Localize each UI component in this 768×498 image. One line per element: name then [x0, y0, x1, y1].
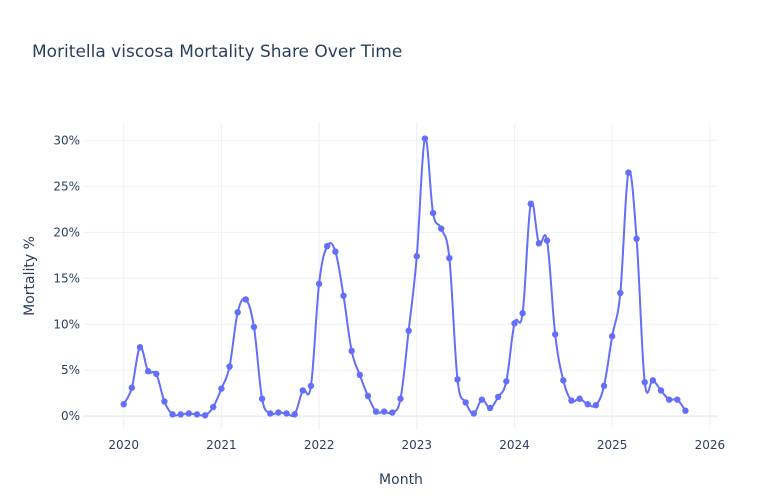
data-point[interactable] — [234, 309, 241, 316]
data-point[interactable] — [600, 382, 608, 390]
data-point[interactable] — [275, 409, 282, 416]
data-point[interactable] — [503, 378, 510, 385]
data-point[interactable] — [527, 200, 534, 208]
data-point[interactable] — [568, 397, 575, 404]
y-axis-title: Mortality % — [22, 236, 38, 316]
data-point[interactable] — [324, 242, 331, 250]
data-point[interactable] — [250, 323, 258, 331]
data-point[interactable] — [405, 327, 412, 334]
x-tick-label: 2021 — [206, 438, 237, 452]
data-point[interactable] — [543, 237, 551, 244]
data-point[interactable] — [633, 235, 640, 242]
data-point[interactable] — [478, 396, 486, 403]
data-point[interactable] — [161, 398, 168, 405]
data-point[interactable] — [381, 408, 388, 415]
y-tick-label: 10% — [53, 317, 80, 331]
data-point[interactable] — [446, 254, 453, 262]
data-point[interactable] — [560, 377, 567, 384]
data-point[interactable] — [576, 395, 583, 402]
y-tick-label: 5% — [61, 363, 80, 377]
data-point[interactable] — [226, 363, 233, 370]
data-point[interactable] — [169, 411, 176, 418]
data-point[interactable] — [535, 240, 543, 247]
data-point[interactable] — [120, 401, 127, 408]
x-tick-label: 2022 — [304, 438, 335, 452]
data-point[interactable] — [641, 378, 648, 386]
x-tick-label: 2020 — [108, 438, 139, 452]
data-point[interactable] — [470, 410, 477, 417]
data-point[interactable] — [136, 344, 144, 351]
data-point[interactable] — [454, 376, 461, 383]
y-tick-label: 30% — [53, 133, 80, 147]
data-point[interactable] — [267, 410, 274, 417]
data-point[interactable] — [153, 370, 160, 378]
x-tick-label: 2025 — [597, 438, 628, 452]
data-point[interactable] — [348, 347, 355, 355]
series-line-layer — [122, 137, 687, 418]
y-tick-labels: 0% 5% 10% 15% 20% 25% 30% — [53, 133, 80, 423]
x-tick-label: 2024 — [499, 438, 530, 452]
grid-layer — [83, 122, 718, 430]
y-tick-label: 25% — [53, 179, 80, 193]
data-point[interactable] — [519, 310, 526, 317]
data-point[interactable] — [364, 392, 372, 400]
y-tick-label: 20% — [53, 225, 80, 239]
data-point[interactable] — [486, 404, 494, 412]
x-tick-label: 2026 — [695, 438, 726, 452]
data-point[interactable] — [584, 401, 591, 408]
data-point[interactable] — [429, 209, 437, 217]
data-point[interactable] — [332, 248, 339, 255]
data-point[interactable] — [315, 280, 323, 288]
data-point[interactable] — [397, 395, 404, 402]
data-point[interactable] — [340, 292, 347, 299]
data-point[interactable] — [218, 385, 225, 392]
data-point[interactable] — [608, 333, 616, 340]
data-point[interactable] — [372, 408, 380, 415]
data-point[interactable] — [185, 410, 193, 417]
series-line — [122, 137, 687, 418]
data-point[interactable] — [193, 411, 201, 418]
data-point[interactable] — [551, 331, 559, 338]
x-axis-title: Month — [379, 472, 423, 488]
data-point[interactable] — [299, 387, 307, 394]
data-point[interactable] — [592, 401, 600, 409]
data-point[interactable] — [389, 409, 396, 416]
data-point[interactable] — [617, 289, 624, 297]
data-point[interactable] — [421, 135, 429, 142]
data-point[interactable] — [674, 396, 681, 403]
x-tick-labels: 2020 2021 2022 2023 2024 2025 2026 — [108, 438, 725, 452]
data-point[interactable] — [210, 403, 217, 411]
data-point[interactable] — [307, 382, 315, 390]
data-point[interactable] — [413, 253, 420, 260]
y-tick-label: 15% — [53, 271, 80, 285]
data-point[interactable] — [649, 377, 657, 384]
data-point[interactable] — [657, 387, 665, 394]
data-point[interactable] — [242, 296, 250, 303]
x-tick-label: 2023 — [402, 438, 433, 452]
y-tick-label: 0% — [61, 409, 80, 423]
data-point[interactable] — [356, 371, 363, 379]
data-point[interactable] — [283, 410, 290, 417]
data-point[interactable] — [144, 367, 152, 375]
data-points — [120, 135, 689, 419]
data-point[interactable] — [511, 320, 518, 327]
data-point[interactable] — [128, 384, 136, 391]
data-point[interactable] — [201, 412, 209, 419]
data-point[interactable] — [462, 399, 469, 406]
data-point[interactable] — [625, 169, 632, 176]
data-point[interactable] — [258, 395, 266, 402]
data-point[interactable] — [665, 396, 673, 403]
data-point[interactable] — [494, 393, 502, 401]
chart-title: Moritella viscosa Mortality Share Over T… — [32, 42, 402, 62]
data-point[interactable] — [291, 411, 298, 418]
data-point[interactable] — [438, 225, 445, 232]
data-point[interactable] — [177, 411, 184, 418]
data-point[interactable] — [682, 407, 689, 414]
